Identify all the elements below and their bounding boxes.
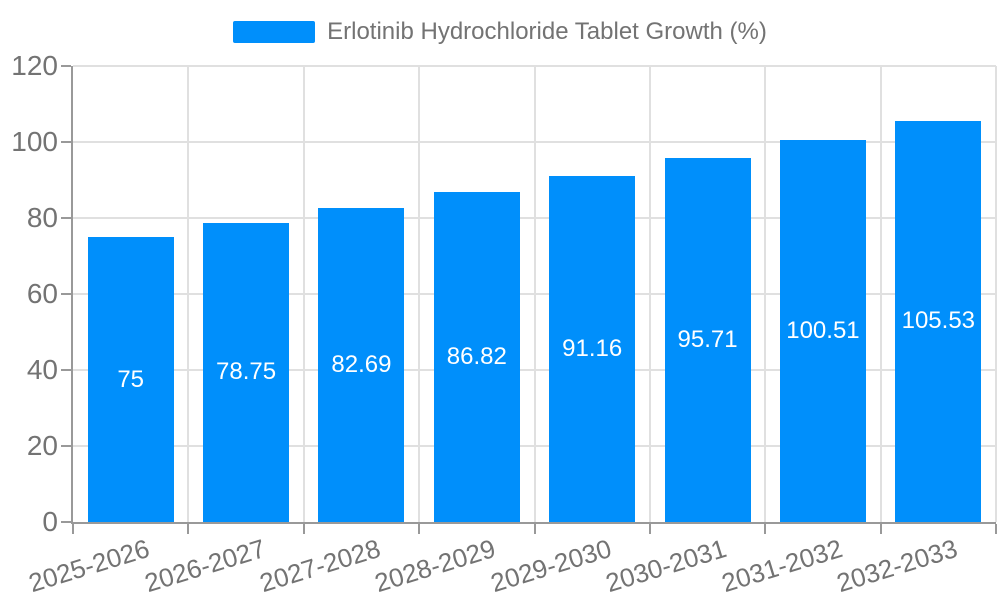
bar[interactable]: 86.82 [433, 192, 520, 522]
v-gridline [302, 66, 305, 522]
v-gridline [764, 66, 767, 522]
legend-item[interactable]: Erlotinib Hydrochloride Tablet Growth (%… [233, 18, 767, 46]
x-axis-tick [995, 524, 997, 534]
x-axis-tick-label: 2030-2031 [602, 533, 731, 599]
x-axis-tick [302, 524, 305, 534]
x-axis-line [71, 522, 996, 524]
legend-swatch-icon [233, 21, 316, 43]
x-axis-tick [533, 524, 536, 534]
bar-value-label: 82.69 [331, 350, 392, 378]
bar[interactable]: 78.75 [203, 222, 290, 522]
y-axis-tick [61, 521, 71, 523]
y-axis-tick-label: 40 [26, 354, 58, 385]
x-axis-tick [72, 524, 74, 534]
bar-value-label: 86.82 [446, 343, 507, 371]
v-gridline [533, 66, 536, 522]
x-axis-tick-label: 2025-2026 [25, 533, 154, 599]
y-axis-tick [61, 293, 71, 295]
x-axis-tick [187, 524, 190, 534]
y-axis-tick-label: 20 [26, 430, 58, 461]
y-axis-tick [61, 141, 71, 143]
x-axis-tick-label: 2029-2030 [486, 533, 615, 599]
bar[interactable]: 105.53 [895, 120, 982, 522]
bar[interactable]: 82.69 [318, 207, 405, 522]
y-axis-tick-label: 0 [42, 506, 58, 537]
y-axis-tick [61, 217, 71, 219]
x-axis-tick-label: 2026-2027 [140, 533, 269, 599]
y-axis-tick [61, 369, 71, 371]
v-gridline [418, 66, 421, 522]
x-axis-tick-label: 2028-2029 [371, 533, 500, 599]
y-axis-tick-label: 60 [26, 278, 58, 309]
x-axis-tick [648, 524, 651, 534]
bar-value-label: 78.75 [216, 358, 277, 386]
legend-label: Erlotinib Hydrochloride Tablet Growth (%… [327, 18, 767, 45]
bar-value-label: 100.51 [786, 317, 860, 345]
x-axis-tick [764, 524, 767, 534]
legend: Erlotinib Hydrochloride Tablet Growth (%… [0, 18, 1000, 46]
y-axis-tick-label: 80 [26, 202, 58, 233]
bar[interactable]: 75 [87, 237, 174, 522]
y-axis-tick-label: 100 [11, 126, 58, 157]
v-gridline [879, 66, 882, 522]
x-axis-tick [418, 524, 421, 534]
bar-value-label: 75 [117, 365, 145, 393]
v-gridline [187, 66, 190, 522]
x-axis-tick-label: 2031-2032 [717, 533, 846, 599]
v-gridline [648, 66, 651, 522]
bar-value-label: 91.16 [562, 334, 623, 362]
y-axis-tick [61, 445, 71, 447]
bar-value-label: 95.71 [677, 326, 738, 354]
bar[interactable]: 95.71 [664, 158, 751, 522]
x-axis-tick [879, 524, 882, 534]
y-axis-tick-label: 120 [11, 50, 58, 81]
v-gridline [995, 66, 997, 522]
bar[interactable]: 91.16 [549, 175, 636, 522]
y-axis-line [71, 66, 73, 524]
y-axis-tick [61, 65, 71, 67]
bar[interactable]: 100.51 [779, 140, 866, 522]
x-axis-tick-label: 2027-2028 [256, 533, 384, 599]
bar-value-label: 105.53 [901, 307, 976, 335]
x-axis-tick-label: 2032-2033 [833, 533, 961, 599]
